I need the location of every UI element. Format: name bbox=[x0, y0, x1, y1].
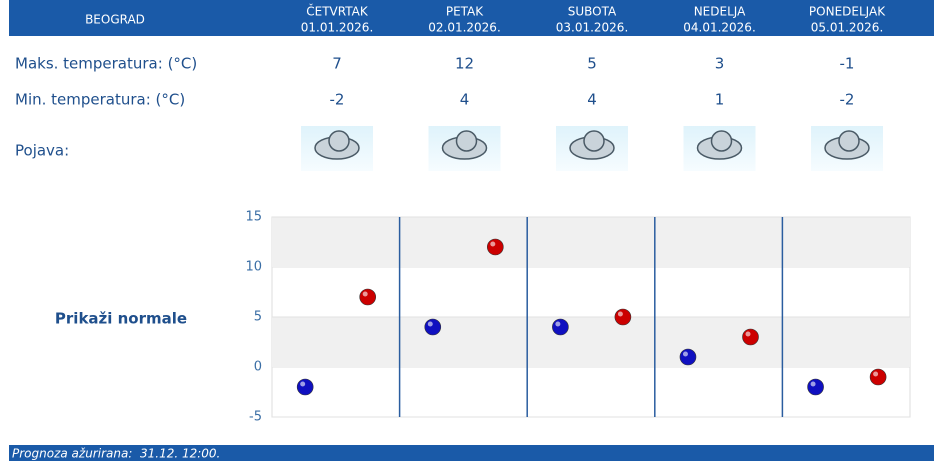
temp-point-shine bbox=[362, 291, 368, 297]
max-temp: 12 bbox=[455, 55, 474, 73]
temp-point bbox=[869, 368, 887, 386]
max-temp: 5 bbox=[587, 55, 597, 73]
temp-point-shine bbox=[617, 311, 623, 317]
temp-point-shine bbox=[300, 381, 306, 387]
min-label: Min. temperatura: (°C) bbox=[15, 91, 185, 109]
min-temp: -2 bbox=[330, 91, 345, 109]
temp-point bbox=[424, 318, 442, 336]
max-temp: -1 bbox=[840, 55, 855, 73]
max-temp: 3 bbox=[715, 55, 725, 73]
day-date: 01.01.2026. bbox=[301, 21, 374, 35]
temp-point bbox=[679, 348, 697, 366]
temp-point-shine bbox=[810, 381, 816, 387]
weather-label: Pojava: bbox=[15, 142, 69, 160]
y-tick-label: 15 bbox=[245, 210, 262, 225]
city: BEOGRAD bbox=[85, 13, 145, 27]
min-temp: 4 bbox=[460, 91, 470, 109]
weather-icon-cloud bbox=[455, 130, 478, 152]
day-name: ČETVRTAK bbox=[306, 4, 369, 19]
max-label: Maks. temperatura: (°C) bbox=[15, 55, 197, 73]
y-tick-label: -5 bbox=[249, 410, 262, 425]
temp-point-shine bbox=[682, 351, 688, 357]
temp-point-shine bbox=[745, 331, 751, 337]
day-date: 05.01.2026. bbox=[811, 21, 884, 35]
y-tick-label: 10 bbox=[245, 260, 262, 275]
day-name: SUBOTA bbox=[568, 5, 617, 19]
temp-point bbox=[807, 378, 824, 396]
footer-bar bbox=[9, 445, 934, 461]
day-date: 04.01.2026. bbox=[683, 21, 756, 35]
min-temp: -2 bbox=[840, 91, 855, 109]
y-tick-label: 5 bbox=[254, 310, 262, 325]
min-temp: 1 bbox=[715, 91, 725, 109]
temp-point bbox=[359, 288, 377, 306]
temp-point-shine bbox=[490, 241, 496, 247]
grid-band bbox=[272, 317, 910, 367]
weather-icon-cloud bbox=[583, 130, 605, 152]
weather-icon-cloud bbox=[710, 130, 733, 152]
day-date: 03.01.2026. bbox=[556, 21, 629, 35]
footer: Prognoza ažurirana: 31.12. 12:00. bbox=[12, 447, 220, 461]
normals-link[interactable]: Prikaži normale bbox=[55, 310, 187, 328]
max-temp: 7 bbox=[332, 55, 342, 73]
temp-point bbox=[296, 378, 314, 396]
header-bar bbox=[9, 0, 934, 36]
day-name: PETAK bbox=[446, 5, 484, 19]
weather-icon-cloud bbox=[328, 130, 350, 152]
temp-point-shine bbox=[873, 371, 879, 377]
temp-point bbox=[742, 328, 759, 346]
weather-icon-cloud bbox=[838, 130, 860, 152]
temp-point bbox=[486, 238, 504, 256]
temp-point bbox=[614, 308, 632, 326]
temp-point-shine bbox=[427, 321, 433, 327]
day-name: PONEDELJAK bbox=[809, 5, 886, 19]
temp-point bbox=[552, 318, 569, 336]
day-name: NEDELJA bbox=[694, 5, 746, 19]
temp-point-shine bbox=[555, 321, 561, 327]
y-tick-label: 0 bbox=[254, 360, 262, 375]
grid-band bbox=[272, 217, 910, 267]
day-date: 02.01.2026. bbox=[428, 21, 501, 35]
min-temp: 4 bbox=[587, 91, 597, 109]
